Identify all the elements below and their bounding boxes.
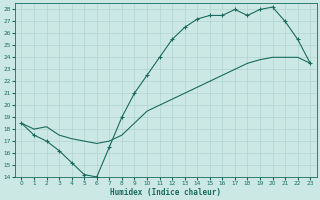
X-axis label: Humidex (Indice chaleur): Humidex (Indice chaleur): [110, 188, 221, 197]
